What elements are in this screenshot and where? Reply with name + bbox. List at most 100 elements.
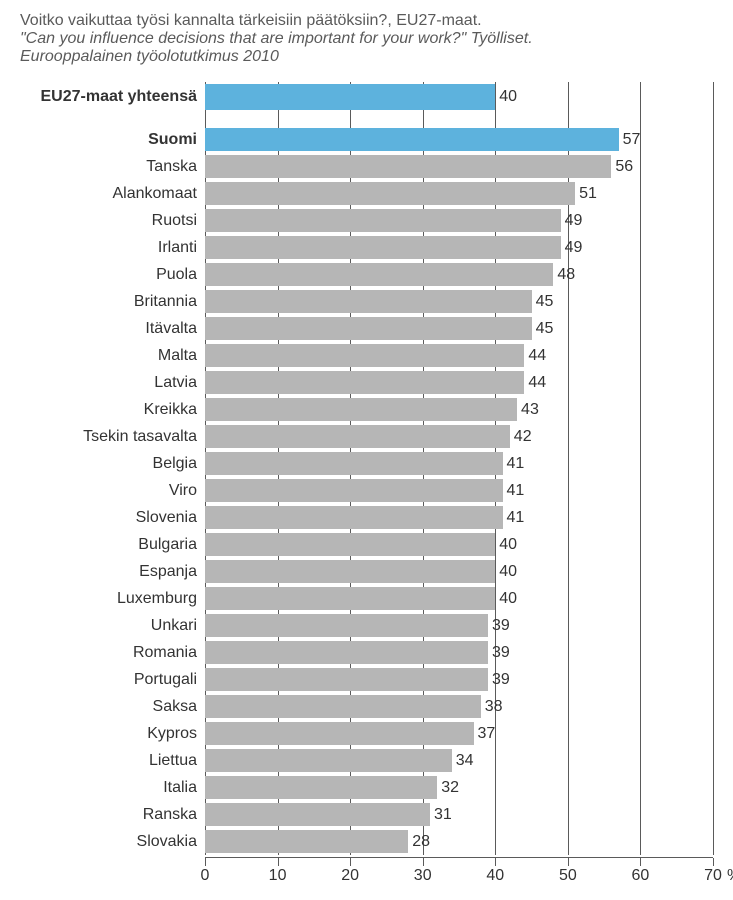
bar-label: Alankomaat [20,185,205,203]
bar [205,263,553,286]
bar-plot-cell: 57 [205,126,713,153]
bar-value: 32 [437,779,459,797]
bar [205,830,408,853]
bar-label: Belgia [20,455,205,473]
bar-value: 31 [430,806,452,824]
bar-plot-cell: 41 [205,450,713,477]
bar-value: 28 [408,833,430,851]
bar-row: Slovakia28 [20,828,713,855]
axis-tick [568,858,569,866]
bar-row: Ranska 31 [20,801,713,828]
axis-tick-label: 0 [201,867,210,885]
bar [205,182,575,205]
axis-tick [713,858,714,866]
bar-value: 44 [524,374,546,392]
bar [205,452,503,475]
bar-label: Italia [20,779,205,797]
bar-label: Unkari [20,617,205,635]
bar-value: 41 [503,482,525,500]
bar [205,641,488,664]
bar-row: Italia 32 [20,774,713,801]
bar-value: 45 [532,293,554,311]
bar [205,695,481,718]
axis-tick-label: 50 [559,867,577,885]
bar-label: Tanska [20,158,205,176]
bar-value: 40 [495,590,517,608]
bar-row: Malta44 [20,342,713,369]
bar-row: Itävalta 45 [20,315,713,342]
chart-title-block: Voitko vaikuttaa työsi kannalta tärkeisi… [20,12,713,66]
bar [205,425,510,448]
bar-value: 42 [510,428,532,446]
bar [205,84,495,110]
axis-tick-label: 60 [632,867,650,885]
bar-label: Romania [20,644,205,662]
bar-row: Irlanti 49 [20,234,713,261]
title-line-2: "Can you influence decisions that are im… [20,30,713,48]
bar [205,776,437,799]
bar-label: Itävalta [20,320,205,338]
bar-plot-cell: 42 [205,423,713,450]
bar-value: 49 [561,239,583,257]
bar-value: 34 [452,752,474,770]
axis-tick [640,858,641,866]
bar-value: 37 [474,725,496,743]
bar-plot-cell: 56 [205,153,713,180]
bar-row: Luxemburg40 [20,585,713,612]
bar-plot-cell: 39 [205,612,713,639]
axis-suffix: % [727,867,733,885]
bar [205,344,524,367]
axis-tick-label: 10 [269,867,287,885]
bar-row: Puola48 [20,261,713,288]
bar-label: Espanja [20,563,205,581]
bar-label: Kreikka [20,401,205,419]
bar-plot-cell: 43 [205,396,713,423]
bar-plot-cell: 44 [205,369,713,396]
bar-label: Britannia [20,293,205,311]
bar [205,506,503,529]
bar-row: Saksa38 [20,693,713,720]
bar-label: Tsekin tasavalta [20,428,205,446]
bar-value: 40 [495,88,517,106]
bar-plot-cell: 41 [205,504,713,531]
bar-label: Liettua [20,752,205,770]
bar-row: Latvia 44 [20,369,713,396]
bar [205,668,488,691]
bar-value: 49 [561,212,583,230]
bar-row: Liettua 34 [20,747,713,774]
bar-plot-cell: 28 [205,828,713,855]
bar-row: Ruotsi49 [20,207,713,234]
bar-value: 40 [495,536,517,554]
axis-tick [495,858,496,866]
bar-plot-cell: 45 [205,288,713,315]
bar [205,209,561,232]
bar [205,236,561,259]
bar-value: 43 [517,401,539,419]
gridline [713,82,714,855]
axis-tick [423,858,424,866]
bar-rows: EU27-maat yhteensä40Suomi57Tanska56Alank… [20,82,713,855]
bar-label: Kypros [20,725,205,743]
bar-label: Ranska [20,806,205,824]
bar-row: Romania39 [20,639,713,666]
bar-label: Saksa [20,698,205,716]
bar [205,128,619,151]
header-bar-row: EU27-maat yhteensä40 [20,82,713,112]
axis-tick [278,858,279,866]
bar-plot-cell: 45 [205,315,713,342]
bar-label: Latvia [20,374,205,392]
x-axis: 010203040506070% [205,857,713,887]
bar [205,614,488,637]
bar-label: Irlanti [20,239,205,257]
bar-plot-cell: 49 [205,207,713,234]
bar-value: 41 [503,455,525,473]
bar-value: 45 [532,320,554,338]
bar [205,533,495,556]
bar-value: 39 [488,671,510,689]
title-line-1: Voitko vaikuttaa työsi kannalta tärkeisi… [20,12,713,30]
bar-row: Belgia 41 [20,450,713,477]
title-line-3: Eurooppalainen työolotutkimus 2010 [20,48,713,66]
bar-plot-cell: 34 [205,747,713,774]
bar-plot-cell: 51 [205,180,713,207]
bar-label: Slovenia [20,509,205,527]
